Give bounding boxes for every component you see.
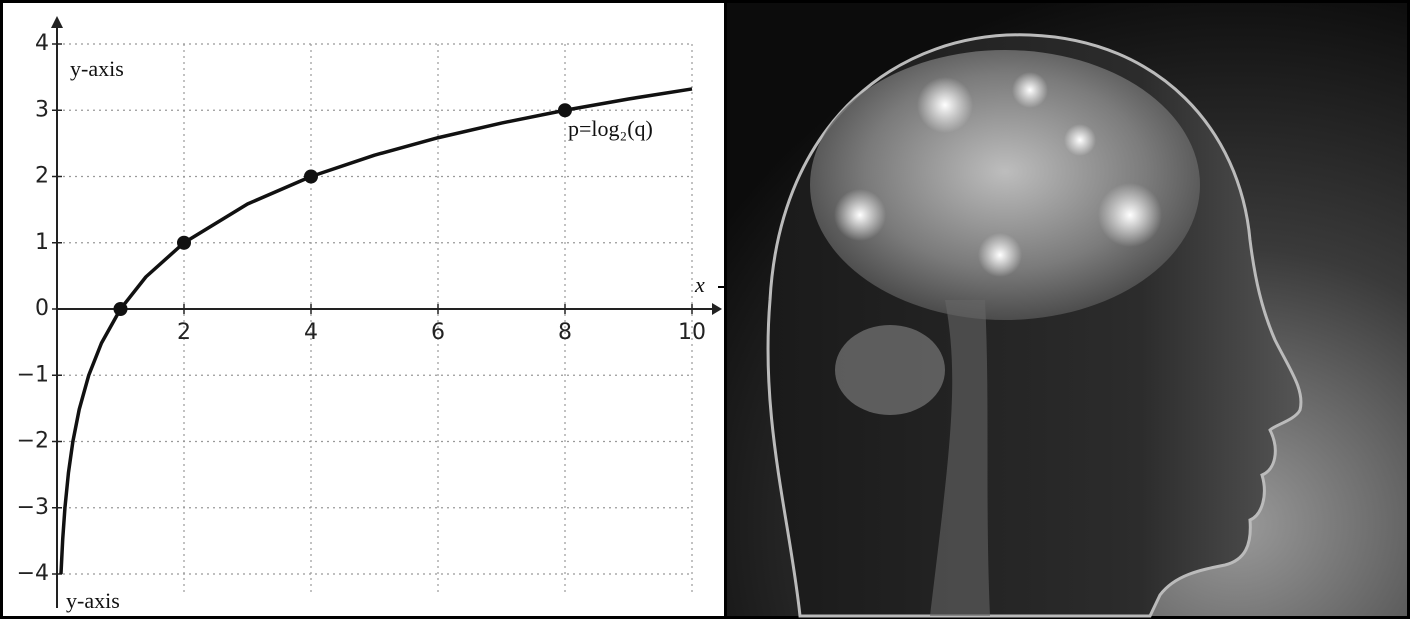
- y-tick-label: 1: [35, 230, 49, 255]
- brain-image: [726, 3, 1407, 618]
- y-tick-label: −1: [17, 362, 49, 387]
- point: [177, 235, 191, 250]
- y-axis-arrow: [51, 16, 63, 28]
- glow: [978, 233, 1022, 277]
- annotation: y-axis: [66, 588, 120, 613]
- point: [558, 103, 572, 118]
- y-tick-label: 3: [35, 97, 49, 122]
- glow: [1012, 72, 1048, 108]
- chart: −4 −3 −2 −1 0 1 2 3 4 2 4 6 8 10 y-axis x p=log₂(q) y-axi…: [17, 16, 726, 613]
- glow: [1064, 124, 1096, 156]
- glow: [1098, 183, 1162, 247]
- glow: [917, 77, 973, 133]
- x-tick-label: 6: [431, 320, 445, 345]
- brain-stem: [930, 300, 990, 616]
- cerebellum: [835, 325, 945, 415]
- x-axis-arrow: [712, 303, 722, 315]
- x-tick-label: 2: [177, 320, 191, 345]
- x-tick-label: 8: [558, 320, 572, 345]
- y-tick-label: 2: [35, 164, 49, 189]
- annotation: p=log₂(q): [568, 116, 653, 141]
- annotation: x: [694, 272, 705, 297]
- point: [304, 169, 318, 184]
- y-tick-label: 0: [35, 296, 49, 321]
- curve: [59, 87, 693, 575]
- y-tick-label: −3: [17, 495, 49, 520]
- y-tick-label: −4: [17, 561, 49, 586]
- x-tick-label: 4: [304, 320, 318, 345]
- y-tick-label: 4: [35, 31, 49, 56]
- annotation: y-axis: [70, 56, 124, 81]
- x-tick-label: 10: [678, 320, 706, 345]
- point: [113, 302, 128, 316]
- brain: [810, 50, 1200, 320]
- y-tick-label: −2: [17, 429, 49, 454]
- glow: [834, 189, 886, 241]
